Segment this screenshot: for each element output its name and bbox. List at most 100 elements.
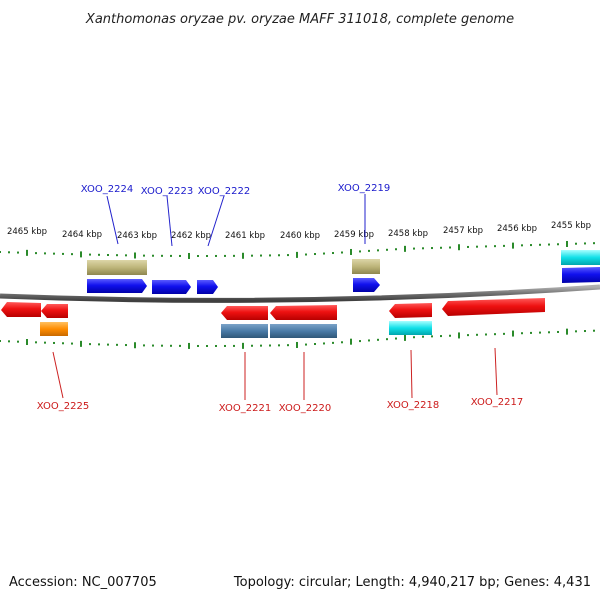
- major-tick: [566, 240, 568, 247]
- minor-tick: [440, 335, 442, 338]
- gene-arrow-xoo-2218[interactable]: [389, 303, 432, 318]
- gene-arrow-xoo-2225[interactable]: [41, 304, 68, 318]
- minor-tick: [386, 338, 388, 341]
- minor-tick: [530, 244, 532, 247]
- gene-arrow-left-edge[interactable]: [1, 302, 41, 317]
- genome-backbone: [0, 284, 600, 303]
- feature-steel-xoo-2220[interactable]: [270, 324, 337, 338]
- minor-tick: [575, 330, 577, 333]
- minor-tick: [62, 342, 64, 345]
- minor-tick: [332, 341, 334, 344]
- gene-arrow-xoo-2219[interactable]: [353, 278, 380, 292]
- gene-label-xoo-2222[interactable]: XOO_2222: [198, 186, 250, 197]
- major-tick: [458, 332, 460, 339]
- minor-tick: [161, 344, 163, 347]
- gene-arrow-xoo-2222[interactable]: [197, 280, 218, 294]
- minor-tick: [305, 343, 307, 346]
- feature-orange-xoo-2225[interactable]: [40, 322, 68, 336]
- minor-tick: [449, 246, 451, 249]
- minor-tick: [143, 344, 145, 347]
- major-tick: [404, 334, 406, 341]
- minor-tick: [377, 338, 379, 341]
- minor-tick: [260, 254, 262, 257]
- major-tick: [296, 251, 298, 258]
- leader-line: [166, 195, 173, 247]
- gene-label-xoo-2223[interactable]: XOO_2223: [141, 186, 193, 197]
- kbp-label: 2457 kbp: [443, 226, 483, 236]
- major-tick: [350, 338, 352, 345]
- minor-tick: [287, 344, 289, 347]
- minor-tick: [332, 252, 334, 255]
- minor-tick: [422, 247, 424, 250]
- major-tick: [242, 342, 244, 349]
- minor-tick: [341, 251, 343, 254]
- feature-steel-xoo-2221[interactable]: [221, 324, 268, 338]
- minor-tick: [539, 243, 541, 246]
- minor-tick: [422, 335, 424, 338]
- gene-arrow-right[interactable]: [562, 267, 600, 283]
- gene-arrow-xoo-2217[interactable]: [442, 298, 545, 316]
- minor-tick: [116, 343, 118, 346]
- gene-arrow-xoo-2223[interactable]: [152, 280, 191, 294]
- feature-cyan-xoo-2218[interactable]: [389, 321, 432, 335]
- gene-label-xoo-2217[interactable]: XOO_2217: [471, 397, 523, 408]
- leader-line: [207, 195, 225, 247]
- minor-tick: [395, 248, 397, 251]
- minor-tick: [440, 246, 442, 249]
- kbp-label: 2461 kbp: [225, 231, 265, 241]
- minor-tick: [71, 253, 73, 256]
- kbp-tick-row-top: [0, 240, 595, 259]
- minor-tick: [8, 251, 10, 254]
- feature-khaki-xoo-2224[interactable]: [87, 260, 147, 275]
- genome-title: Xanthomonas oryzae pv. oryzae MAFF 31101…: [85, 12, 514, 27]
- gene-label-xoo-2220[interactable]: XOO_2220: [279, 403, 331, 414]
- minor-tick: [494, 245, 496, 248]
- minor-tick: [575, 242, 577, 245]
- minor-tick: [0, 340, 1, 342]
- minor-tick: [152, 254, 154, 257]
- major-tick: [566, 328, 568, 335]
- gene-arrow-xoo-2221[interactable]: [221, 306, 268, 320]
- major-tick: [80, 340, 82, 347]
- minor-tick: [287, 254, 289, 257]
- gene-label-xoo-2218[interactable]: XOO_2218: [387, 400, 439, 411]
- minor-tick: [503, 244, 505, 247]
- major-tick: [80, 251, 82, 258]
- minor-tick: [107, 254, 109, 257]
- minor-tick: [107, 343, 109, 346]
- leader-line: [494, 347, 498, 396]
- minor-tick: [485, 245, 487, 248]
- minor-tick: [17, 251, 19, 254]
- minor-tick: [548, 243, 550, 246]
- minor-tick: [98, 343, 100, 346]
- minor-tick: [278, 344, 280, 347]
- minor-tick: [521, 244, 523, 247]
- major-tick: [512, 330, 514, 337]
- minor-tick: [368, 249, 370, 252]
- gene-leader-lines-bottom: [52, 347, 498, 400]
- minor-tick: [35, 252, 37, 255]
- minor-tick: [8, 340, 10, 343]
- gene-label-xoo-2224[interactable]: XOO_2224: [81, 184, 133, 195]
- gene-arrow-xoo-2224[interactable]: [87, 279, 147, 293]
- feature-cyan-right[interactable]: [561, 250, 600, 265]
- minor-tick: [431, 247, 433, 250]
- minor-tick: [359, 340, 361, 343]
- minor-tick: [305, 253, 307, 256]
- gene-label-xoo-2221[interactable]: XOO_2221: [219, 403, 271, 414]
- gene-label-xoo-2225[interactable]: XOO_2225: [37, 401, 89, 412]
- minor-tick: [197, 254, 199, 257]
- feature-khaki-xoo-2219[interactable]: [352, 259, 380, 274]
- minor-tick: [161, 254, 163, 257]
- minor-tick: [179, 344, 181, 347]
- minor-tick: [206, 344, 208, 347]
- minor-tick: [89, 343, 91, 346]
- minor-tick: [260, 344, 262, 347]
- gene-arrow-xoo-2220[interactable]: [270, 305, 337, 320]
- gene-label-xoo-2219[interactable]: XOO_2219: [338, 183, 390, 194]
- minor-tick: [323, 342, 325, 345]
- kbp-label: 2464 kbp: [62, 230, 102, 240]
- major-tick: [458, 244, 460, 251]
- minor-tick: [323, 252, 325, 255]
